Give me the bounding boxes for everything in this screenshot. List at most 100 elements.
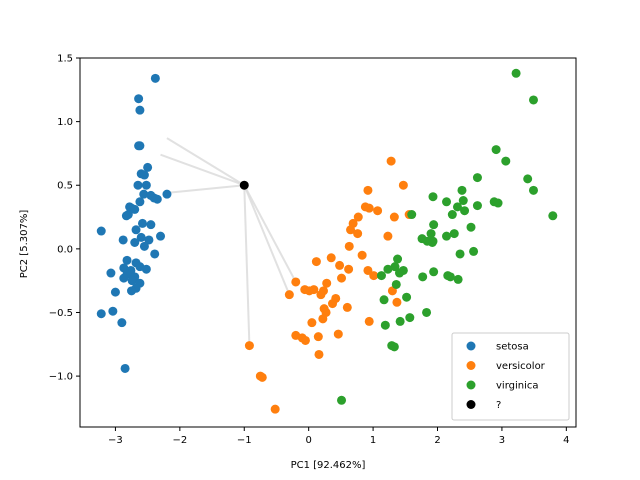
setosa-point-24 bbox=[96, 226, 106, 236]
legend-marker-1 bbox=[466, 361, 476, 370]
virginica-point-0 bbox=[511, 68, 521, 78]
setosa-point-27 bbox=[156, 231, 166, 241]
setosa-point-38 bbox=[106, 268, 116, 278]
virginica-point-7 bbox=[528, 185, 538, 195]
versicolor-point-16 bbox=[311, 257, 321, 267]
virginica-point-45 bbox=[405, 313, 415, 323]
virginica-point-41 bbox=[391, 279, 401, 289]
x-tick-label-4: 1 bbox=[370, 435, 376, 446]
versicolor-point-43 bbox=[300, 335, 310, 345]
y-axis-label: PC2 [5.307%] bbox=[19, 210, 30, 279]
data-points bbox=[96, 68, 558, 414]
axes: −3 −2 −1 0 1 2 3 4 −1.0 −0.5 0.0 0.5 1.0 1.5 bbox=[49, 54, 577, 446]
setosa-point-15 bbox=[135, 197, 145, 207]
virginica-point-43 bbox=[379, 295, 389, 305]
y-tick-label-2: 0.0 bbox=[57, 244, 73, 255]
versicolor-point-2 bbox=[398, 180, 408, 190]
legend-marker-0 bbox=[466, 341, 476, 351]
virginica-point-38 bbox=[445, 272, 455, 282]
virginica-point-18 bbox=[548, 211, 558, 221]
x-tick-label-5: 2 bbox=[434, 435, 440, 446]
virginica-point-19 bbox=[407, 210, 417, 220]
setosa-point-0 bbox=[150, 73, 160, 83]
versicolor-point-21 bbox=[337, 273, 347, 283]
versicolor-point-22 bbox=[322, 278, 332, 288]
series-versicolor bbox=[244, 156, 414, 414]
versicolor-point-23 bbox=[291, 277, 301, 287]
virginica-point-2 bbox=[491, 145, 501, 155]
legend-label-2: virginica bbox=[496, 381, 539, 392]
setosa-point-2 bbox=[135, 105, 145, 115]
virginica-point-4 bbox=[472, 173, 482, 183]
virginica-point-40 bbox=[453, 274, 463, 284]
legend-label-0: setosa bbox=[496, 342, 529, 353]
virginica-point-1 bbox=[528, 95, 538, 105]
setosa-point-29 bbox=[130, 238, 140, 247]
virginica-point-15 bbox=[460, 206, 470, 216]
virginica-point-9 bbox=[442, 197, 452, 207]
neighbor-line-5 bbox=[243, 185, 251, 346]
x-tick-label-0: −3 bbox=[108, 435, 123, 446]
versicolor-point-37 bbox=[364, 316, 374, 326]
virginica-point-50 bbox=[337, 395, 347, 405]
versicolor-point-31 bbox=[300, 285, 310, 295]
setosa-point-13 bbox=[152, 194, 162, 204]
x-tick-label-6: 3 bbox=[499, 435, 505, 446]
setosa-point-30 bbox=[139, 241, 149, 251]
neighbor-lines bbox=[160, 137, 297, 346]
y-tick-label-5: 1.5 bbox=[57, 54, 73, 65]
setosa-point-4 bbox=[134, 141, 144, 151]
query-point bbox=[239, 180, 249, 190]
virginica-point-44 bbox=[422, 307, 432, 317]
virginica-point-21 bbox=[466, 222, 476, 232]
versicolor-point-5 bbox=[373, 206, 383, 216]
setosa-point-1 bbox=[134, 94, 144, 104]
virginica-point-6 bbox=[457, 185, 467, 195]
versicolor-point-12 bbox=[383, 231, 393, 241]
virginica-point-34 bbox=[395, 268, 405, 278]
setosa-point-37 bbox=[141, 264, 151, 274]
setosa-point-42 bbox=[127, 276, 137, 286]
virginica-point-28 bbox=[469, 246, 479, 256]
y-tick-label-4: 1.0 bbox=[57, 117, 73, 128]
virginica-point-35 bbox=[376, 271, 386, 281]
series-virginica bbox=[337, 68, 558, 405]
virginica-point-10 bbox=[458, 196, 468, 206]
setosa-point-47 bbox=[108, 306, 118, 316]
versicolor-point-20 bbox=[369, 271, 379, 281]
versicolor-point-35 bbox=[392, 297, 402, 307]
x-tick-label-3: 0 bbox=[305, 435, 311, 446]
setosa-point-21 bbox=[137, 218, 147, 228]
virginica-point-12 bbox=[452, 202, 462, 212]
x-tick-label-2: −1 bbox=[237, 435, 252, 446]
setosa-point-48 bbox=[96, 309, 106, 319]
setosa-point-26 bbox=[144, 235, 154, 245]
versicolor-point-36 bbox=[318, 314, 328, 324]
versicolor-point-10 bbox=[346, 225, 356, 235]
virginica-point-5 bbox=[523, 174, 533, 184]
setosa-point-28 bbox=[118, 235, 128, 245]
versicolor-point-41 bbox=[333, 329, 343, 339]
versicolor-point-48 bbox=[257, 372, 267, 382]
versicolor-point-49 bbox=[270, 404, 280, 414]
neighbor-line-0 bbox=[166, 137, 245, 187]
virginica-point-22 bbox=[449, 229, 459, 239]
x-tick-label-1: −2 bbox=[172, 435, 187, 446]
y-tick-label-3: 0.5 bbox=[57, 181, 73, 192]
setosa-point-10 bbox=[139, 189, 149, 199]
virginica-point-47 bbox=[380, 320, 390, 330]
versicolor-point-38 bbox=[284, 290, 294, 300]
versicolor-point-17 bbox=[335, 260, 345, 270]
setosa-point-20 bbox=[121, 211, 131, 221]
virginica-point-46 bbox=[395, 316, 405, 326]
virginica-point-20 bbox=[426, 229, 436, 239]
virginica-point-23 bbox=[442, 231, 452, 241]
setosa-point-9 bbox=[141, 180, 151, 190]
y-tick-label-1: −0.5 bbox=[49, 308, 73, 319]
virginica-point-16 bbox=[429, 220, 439, 230]
versicolor-point-15 bbox=[326, 253, 336, 263]
virginica-point-39 bbox=[418, 272, 428, 282]
virginica-point-29 bbox=[455, 249, 465, 259]
series-setosa bbox=[96, 73, 172, 373]
virginica-point-33 bbox=[383, 264, 393, 274]
